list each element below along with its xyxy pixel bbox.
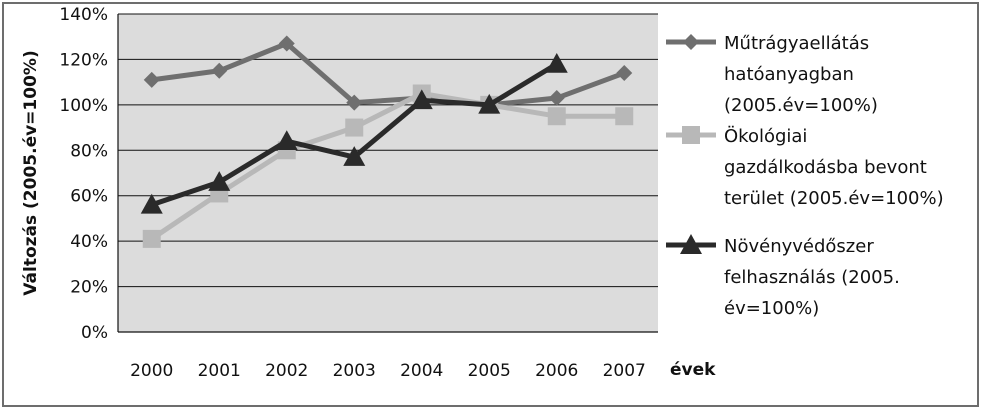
legend-label: (2005.év=100%) [724,95,878,116]
x-tick-label: 2007 [603,361,646,381]
x-tick-label: 2001 [198,361,241,381]
legend-label: Műtrágyaellátás [724,33,869,54]
y-tick-label: 120% [59,50,108,70]
x-tick-label: 2002 [265,361,308,381]
legend-marker [680,234,702,254]
data-point [211,62,228,79]
data-point [343,146,366,166]
legend-item: Műtrágyaellátás hatóanyagban (2005.év=100%… [666,33,878,116]
x-tick-label: 2003 [333,361,376,381]
legend-marker [683,34,699,50]
y-tick-label: 100% [59,96,108,116]
legend-label: hatóanyagban [724,64,854,85]
y-tick-label: 20% [70,278,108,298]
legend-item: Növényvédőszer felhasználás (2005. év=100%… [666,234,900,319]
series-line [151,41,626,108]
data-point [547,107,566,126]
legend-label: év=100%) [724,298,819,319]
data-point [548,90,565,107]
x-tick-label: 2004 [400,361,443,381]
legend-label: gazdálkodásba bevont [724,157,927,178]
x-tick-label: 2005 [468,361,511,381]
legend-label: Növényvédőszer [724,236,874,257]
data-point [346,94,363,111]
data-point [616,65,633,82]
data-point [143,71,160,88]
data-point [545,52,568,73]
legend-item: Ökológiai gazdálkodásba bevont terület (20… [666,125,944,209]
x-axis-title: évek [670,360,716,380]
y-tick-label: 0% [81,323,108,343]
data-point [208,171,231,191]
series-line [150,91,625,241]
legend-label: Ökológiai [724,125,807,147]
data-point [278,35,295,52]
data-point [142,229,161,248]
legend-label: terület (2005.év=100%) [724,188,944,209]
data-point [345,118,364,137]
y-tick-label: 140% [59,5,108,25]
data-point [410,89,433,110]
data-point [615,107,634,126]
y-tick-label: 40% [70,232,108,252]
data-point [275,130,298,150]
legend-label: felhasználás (2005. [724,267,900,288]
legend-marker [682,126,700,144]
x-tick-label: 2006 [535,361,578,381]
plot-area [118,14,658,332]
data-point [478,93,501,114]
series-3 [140,52,568,214]
data-point [140,193,163,214]
y-tick-label: 60% [70,187,108,207]
x-tick-label: 2000 [130,361,173,381]
y-axis-title: Változás (2005.év=100%) [21,50,41,295]
y-tick-label: 80% [70,141,108,161]
